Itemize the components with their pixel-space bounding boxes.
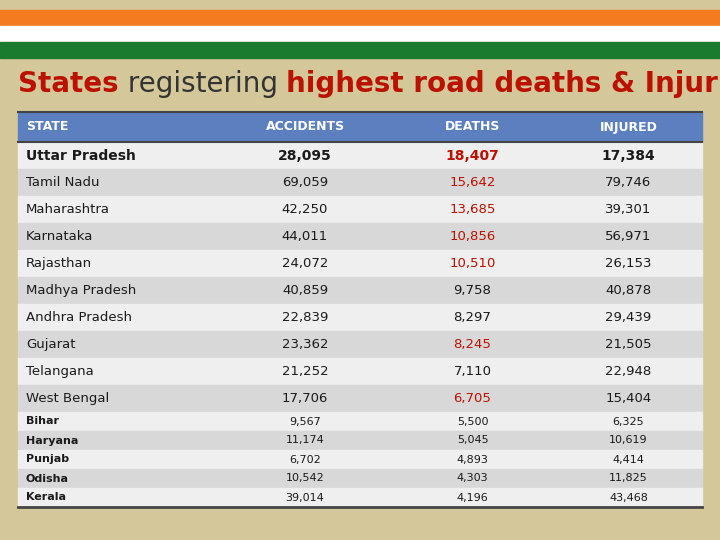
Text: Odisha: Odisha — [26, 474, 69, 483]
Text: 23,362: 23,362 — [282, 338, 328, 351]
Text: ACCIDENTS: ACCIDENTS — [266, 120, 345, 133]
Text: 9,758: 9,758 — [454, 284, 492, 297]
Text: 17,384: 17,384 — [602, 148, 655, 163]
Bar — [0, 10, 720, 26]
Text: 8,297: 8,297 — [454, 311, 492, 324]
Text: 11,174: 11,174 — [286, 435, 325, 445]
Bar — [18, 431, 702, 450]
Text: Maharashtra: Maharashtra — [26, 203, 110, 216]
Bar — [0, 42, 720, 58]
Text: 39,301: 39,301 — [606, 203, 652, 216]
Text: 6,705: 6,705 — [454, 392, 492, 405]
Bar — [18, 450, 702, 469]
Text: Madhya Pradesh: Madhya Pradesh — [26, 284, 136, 297]
Bar — [18, 250, 702, 277]
Text: Andhra Pradesh: Andhra Pradesh — [26, 311, 132, 324]
Text: 42,250: 42,250 — [282, 203, 328, 216]
Text: 28,095: 28,095 — [278, 148, 332, 163]
Bar — [18, 223, 702, 250]
Text: 22,948: 22,948 — [606, 365, 652, 378]
Text: Kerala: Kerala — [26, 492, 66, 503]
Text: 40,859: 40,859 — [282, 284, 328, 297]
Text: 39,014: 39,014 — [286, 492, 325, 503]
Bar — [0, 58, 720, 110]
Text: 79,746: 79,746 — [606, 176, 652, 189]
Text: 4,414: 4,414 — [613, 455, 644, 464]
Bar — [0, 26, 720, 42]
Text: 5,500: 5,500 — [456, 416, 488, 427]
Text: 4,303: 4,303 — [456, 474, 488, 483]
Text: Telangana: Telangana — [26, 365, 94, 378]
Text: 6,325: 6,325 — [613, 416, 644, 427]
Bar — [18, 169, 702, 196]
Bar — [18, 358, 702, 385]
Bar — [18, 142, 702, 169]
Bar — [18, 488, 702, 507]
Text: 40,878: 40,878 — [606, 284, 652, 297]
Text: Gujarat: Gujarat — [26, 338, 76, 351]
Text: Haryana: Haryana — [26, 435, 78, 445]
Text: 4,893: 4,893 — [456, 455, 488, 464]
Text: 43,468: 43,468 — [609, 492, 648, 503]
Text: 9,567: 9,567 — [289, 416, 321, 427]
Text: 11,825: 11,825 — [609, 474, 648, 483]
Text: States: States — [18, 70, 119, 98]
Text: 56,971: 56,971 — [606, 230, 652, 243]
Text: 15,642: 15,642 — [449, 176, 495, 189]
Text: 21,505: 21,505 — [606, 338, 652, 351]
Text: 15,404: 15,404 — [606, 392, 652, 405]
Text: 21,252: 21,252 — [282, 365, 328, 378]
Text: DEATHS: DEATHS — [445, 120, 500, 133]
Text: 10,542: 10,542 — [286, 474, 325, 483]
Text: 13,685: 13,685 — [449, 203, 495, 216]
Text: 24,072: 24,072 — [282, 257, 328, 270]
Text: Bihar: Bihar — [26, 416, 59, 427]
Bar — [18, 196, 702, 223]
Text: registering: registering — [119, 70, 287, 98]
Text: 22,839: 22,839 — [282, 311, 328, 324]
Text: highest road deaths & Injuries: highest road deaths & Injuries — [287, 70, 720, 98]
Text: Uttar Pradesh: Uttar Pradesh — [26, 148, 136, 163]
Bar — [18, 469, 702, 488]
Bar — [18, 331, 702, 358]
Text: 10,510: 10,510 — [449, 257, 495, 270]
Text: 8,245: 8,245 — [454, 338, 492, 351]
Text: 69,059: 69,059 — [282, 176, 328, 189]
Text: 5,045: 5,045 — [456, 435, 488, 445]
Text: 29,439: 29,439 — [606, 311, 652, 324]
Text: West Bengal: West Bengal — [26, 392, 109, 405]
Bar — [18, 277, 702, 304]
Text: Punjab: Punjab — [26, 455, 69, 464]
Text: Karnataka: Karnataka — [26, 230, 94, 243]
Bar — [18, 304, 702, 331]
Text: 17,706: 17,706 — [282, 392, 328, 405]
Text: 6,702: 6,702 — [289, 455, 321, 464]
Text: 44,011: 44,011 — [282, 230, 328, 243]
Bar — [18, 412, 702, 431]
Bar — [18, 385, 702, 412]
Text: 10,856: 10,856 — [449, 230, 495, 243]
Text: Rajasthan: Rajasthan — [26, 257, 92, 270]
Text: INJURED: INJURED — [600, 120, 657, 133]
Bar — [18, 112, 702, 142]
Text: 26,153: 26,153 — [606, 257, 652, 270]
Text: 4,196: 4,196 — [456, 492, 488, 503]
Text: 7,110: 7,110 — [454, 365, 492, 378]
Text: STATE: STATE — [26, 120, 68, 133]
Text: 10,619: 10,619 — [609, 435, 648, 445]
Text: Tamil Nadu: Tamil Nadu — [26, 176, 99, 189]
Text: 18,407: 18,407 — [446, 148, 500, 163]
